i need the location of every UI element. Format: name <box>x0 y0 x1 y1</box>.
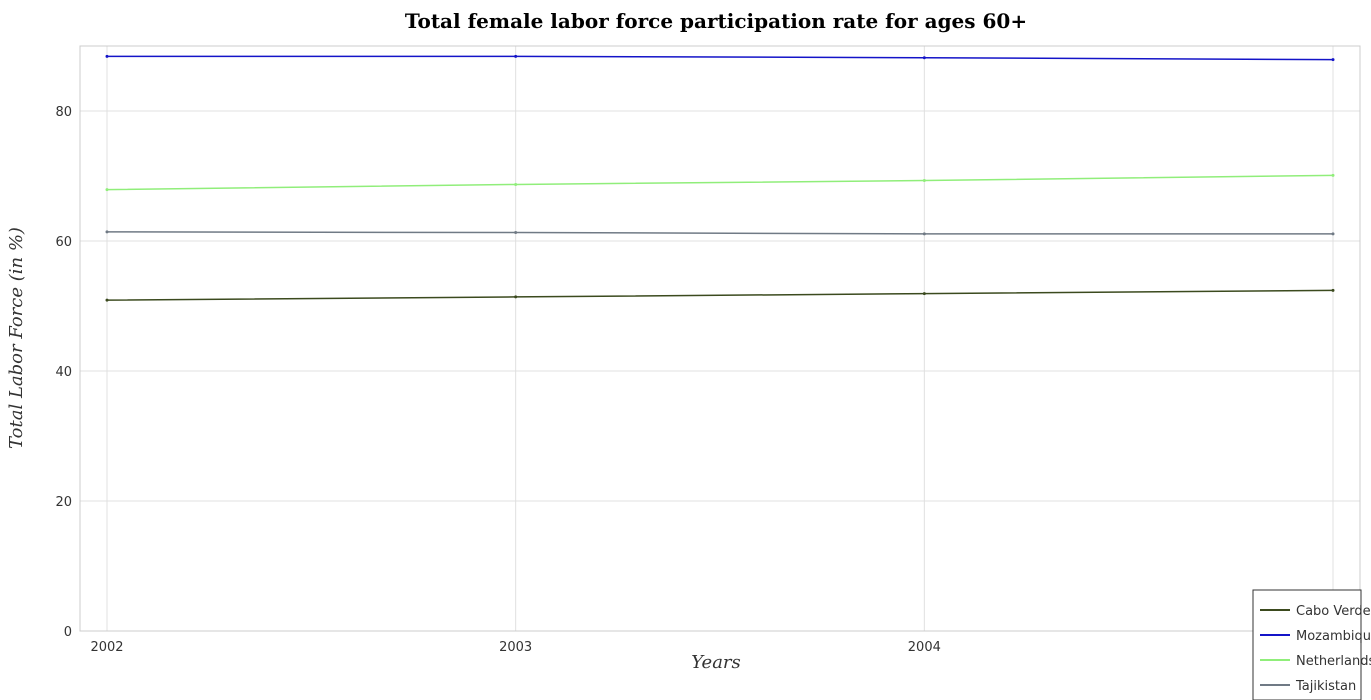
legend-label: Cabo Verde <box>1296 604 1371 619</box>
series-lines <box>105 54 1335 302</box>
x-tick-label: 2004 <box>908 640 941 655</box>
y-tick-label: 20 <box>55 495 72 510</box>
series-line-tajikistan <box>106 231 1333 235</box>
x-axis-label: Years <box>691 652 741 673</box>
legend: Cabo Verde Mozambique Netherlands Tajikista… <box>1252 589 1371 700</box>
legend-label: Tajikistan <box>1295 679 1356 694</box>
plot-area <box>79 45 1361 632</box>
x-tick-label: 2003 <box>499 640 532 655</box>
data-point-cabo-verde <box>922 292 926 296</box>
data-point-mozambique <box>1331 58 1335 62</box>
data-point-mozambique <box>105 54 109 58</box>
y-tick-label: 80 <box>55 105 72 120</box>
series-line-netherlands <box>106 174 1334 191</box>
y-axis-label: Total Labor Force (in %) <box>6 227 27 449</box>
data-point-netherlands <box>922 179 926 183</box>
data-point-netherlands <box>105 188 109 192</box>
series-line-cabo-verde <box>106 289 1334 301</box>
legend-box <box>1252 589 1362 700</box>
data-point-cabo-verde <box>514 295 518 299</box>
data-point-mozambique <box>922 56 926 60</box>
series-line-mozambique <box>107 55 1334 61</box>
data-point-tajikistan <box>1331 232 1335 236</box>
data-point-netherlands <box>1331 173 1335 177</box>
data-point-cabo-verde <box>105 298 109 302</box>
y-tick-label: 60 <box>55 235 72 250</box>
y-axis-ticks: 0 20 40 60 80 <box>55 105 72 640</box>
data-point-mozambique <box>514 54 518 58</box>
data-point-cabo-verde <box>1331 288 1335 292</box>
y-tick-label: 0 <box>64 625 72 640</box>
data-point-tajikistan <box>105 230 109 234</box>
data-point-netherlands <box>514 182 518 186</box>
x-tick-label: 2002 <box>90 640 123 655</box>
chart-title: Total female labor force participation r… <box>405 9 1027 33</box>
data-point-tajikistan <box>514 231 518 235</box>
data-point-tajikistan <box>922 232 926 236</box>
legend-label: Mozambique <box>1296 629 1371 644</box>
legend-label: Netherlands <box>1296 654 1371 669</box>
y-tick-label: 40 <box>55 365 72 380</box>
